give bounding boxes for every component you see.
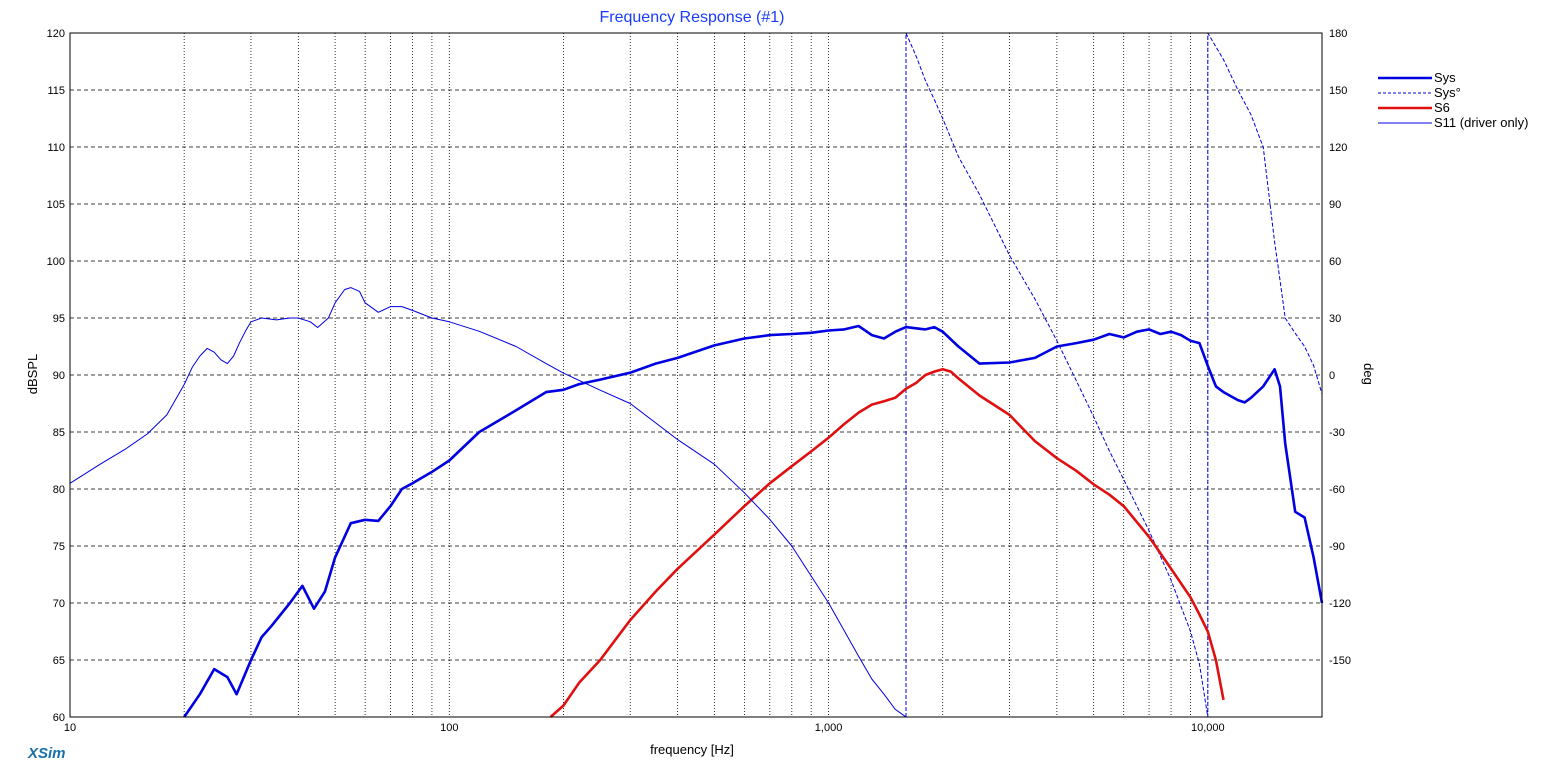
y2-tick-label: 180 [1329,28,1347,40]
y-axis-label: dBSPL [25,354,40,394]
y2-tick-label: -30 [1329,427,1345,439]
legend-label: S6 [1434,100,1450,115]
y2-tick-label: -90 [1329,541,1345,553]
y-tick-label: 70 [53,598,65,610]
x-tick-label: 10 [64,722,76,734]
y2-tick-label: 90 [1329,199,1341,211]
y-tick-label: 75 [53,541,65,553]
y-tick-label: 120 [47,28,65,40]
xsim-logo: XSim [28,745,66,762]
y-tick-label: 60 [53,712,65,724]
plot-series [69,32,1324,718]
y-axis-ticks: 60 65 70 75 80 85 90 95 100 105 110 115 120 [47,28,65,724]
y2-tick-label: 30 [1329,313,1341,325]
x-axis-ticks: 10 100 1,000 10,000 [64,722,1225,734]
x-tick-label: 10,000 [1191,722,1225,734]
y-tick-label: 100 [47,256,65,268]
series-line [69,287,907,718]
series-line [905,32,1323,718]
x-tick-label: 100 [440,722,458,734]
y2-tick-label: 120 [1329,142,1347,154]
plot-frame [69,32,1323,718]
y-tick-label: 65 [53,655,65,667]
series-line [183,324,1324,718]
y2-tick-label: 0 [1329,370,1335,382]
y2-tick-label: -120 [1329,598,1351,610]
y-tick-label: 80 [53,484,65,496]
y2-tick-label: 150 [1329,85,1347,97]
y-tick-label: 105 [47,199,65,211]
chart-title: Frequency Response (#1) [600,9,785,26]
y-tick-label: 90 [53,370,65,382]
legend-label: Sys° [1434,85,1461,100]
x-axis-label: frequency [Hz] [650,742,734,757]
y-tick-label: 95 [53,313,65,325]
y-tick-label: 115 [47,85,65,97]
y-tick-label: 110 [47,142,65,154]
y2-tick-label: -60 [1329,484,1345,496]
y-tick-label: 85 [53,427,65,439]
y2-tick-label: -150 [1329,655,1351,667]
y2-axis-ticks: -150 -120 -90 -60 -30 0 30 60 90 120 150 180 [1329,28,1351,667]
x-tick-label: 1,000 [815,722,843,734]
legend-label: S11 (driver only) [1434,115,1528,130]
y2-axis-label: deg [1361,363,1376,385]
series-line [549,368,1225,718]
plot-grid [70,33,1322,717]
legend-label: Sys [1434,70,1456,85]
y2-tick-label: 60 [1329,256,1341,268]
